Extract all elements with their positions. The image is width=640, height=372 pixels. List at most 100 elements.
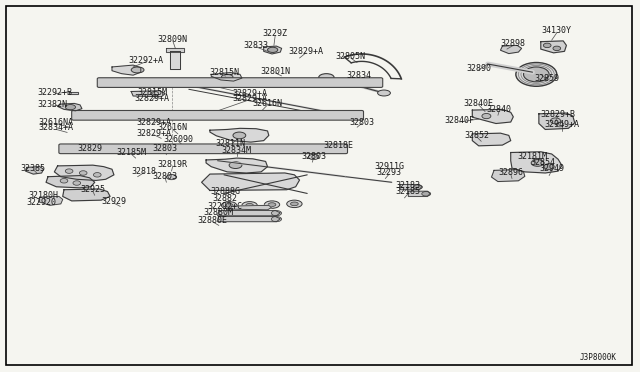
Text: 32829+A: 32829+A (136, 118, 171, 126)
Polygon shape (26, 167, 44, 174)
Text: 32805N: 32805N (336, 52, 365, 61)
Ellipse shape (65, 105, 76, 110)
Polygon shape (218, 211, 280, 216)
Ellipse shape (543, 43, 551, 48)
Text: 32803: 32803 (301, 152, 326, 161)
Ellipse shape (73, 181, 81, 185)
Text: 32840: 32840 (486, 105, 512, 114)
Polygon shape (206, 158, 268, 173)
Polygon shape (264, 46, 282, 54)
Text: 32882: 32882 (212, 194, 238, 203)
FancyBboxPatch shape (59, 144, 348, 154)
Text: 32829: 32829 (77, 144, 102, 153)
Ellipse shape (165, 80, 174, 85)
Ellipse shape (308, 154, 319, 160)
Ellipse shape (93, 173, 101, 177)
Polygon shape (54, 165, 114, 180)
Ellipse shape (65, 169, 73, 173)
Text: 32833: 32833 (243, 41, 269, 50)
Polygon shape (500, 45, 522, 54)
Text: 32809N: 32809N (158, 35, 188, 44)
Text: 32829+A: 32829+A (135, 94, 170, 103)
Polygon shape (408, 191, 430, 196)
FancyBboxPatch shape (72, 110, 364, 120)
Ellipse shape (291, 202, 298, 206)
Ellipse shape (178, 113, 187, 118)
Text: 32829+A: 32829+A (232, 89, 267, 97)
Text: 32815N: 32815N (209, 68, 239, 77)
Ellipse shape (268, 203, 276, 206)
Ellipse shape (152, 113, 161, 118)
Text: 32801N: 32801N (260, 67, 290, 76)
Text: 32880E: 32880E (198, 216, 227, 225)
Text: 32292+B: 32292+B (38, 88, 72, 97)
Ellipse shape (79, 171, 87, 175)
Ellipse shape (160, 147, 170, 152)
Text: 32180H: 32180H (29, 191, 58, 200)
Polygon shape (210, 128, 269, 142)
Text: 32834: 32834 (346, 71, 371, 80)
Polygon shape (58, 103, 82, 111)
Polygon shape (472, 109, 513, 124)
Text: 32815M: 32815M (138, 88, 167, 97)
Text: 32852: 32852 (464, 131, 490, 140)
Text: 32616NA: 32616NA (39, 118, 74, 126)
Polygon shape (166, 48, 184, 52)
Polygon shape (230, 205, 271, 210)
Ellipse shape (242, 202, 257, 209)
Text: 32911G: 32911G (374, 162, 404, 171)
Text: 32803: 32803 (349, 118, 374, 126)
Text: 32949: 32949 (539, 164, 564, 173)
Polygon shape (211, 73, 242, 81)
Ellipse shape (229, 162, 242, 169)
Text: 32803: 32803 (152, 172, 178, 181)
Polygon shape (69, 92, 78, 94)
Text: 32840E: 32840E (464, 99, 493, 108)
Ellipse shape (233, 132, 246, 139)
Text: 34130Y: 34130Y (542, 26, 572, 35)
Text: 32183: 32183 (396, 182, 421, 190)
Polygon shape (472, 133, 511, 146)
Text: 32925: 32925 (80, 185, 106, 194)
Ellipse shape (221, 74, 233, 80)
Polygon shape (38, 196, 63, 205)
Polygon shape (202, 173, 300, 190)
Polygon shape (218, 217, 280, 222)
Ellipse shape (413, 185, 422, 189)
Text: 32829+A: 32829+A (289, 47, 323, 56)
Text: 32829+A: 32829+A (232, 94, 267, 103)
Ellipse shape (248, 113, 258, 118)
Text: 32181M: 32181M (518, 153, 547, 161)
Ellipse shape (482, 113, 491, 119)
Ellipse shape (287, 200, 302, 208)
Ellipse shape (131, 67, 144, 73)
Ellipse shape (60, 179, 68, 183)
Ellipse shape (319, 74, 334, 81)
Polygon shape (541, 41, 566, 53)
Text: 32896: 32896 (498, 168, 524, 177)
Text: 32293: 32293 (376, 168, 402, 177)
Text: 32811N: 32811N (216, 139, 245, 148)
Polygon shape (492, 170, 525, 182)
Ellipse shape (268, 47, 278, 52)
Text: 32818E: 32818E (323, 141, 353, 150)
Text: 32840F: 32840F (445, 116, 474, 125)
Ellipse shape (190, 113, 200, 118)
Text: 32385: 32385 (20, 164, 46, 173)
Text: 32292+A: 32292+A (129, 56, 163, 65)
Ellipse shape (544, 164, 554, 170)
Ellipse shape (166, 174, 177, 180)
Ellipse shape (264, 201, 280, 208)
Text: 32185M: 32185M (116, 148, 146, 157)
Text: 32880M: 32880M (204, 208, 234, 217)
Text: 32382N: 32382N (38, 100, 67, 109)
Text: 32616N: 32616N (253, 99, 282, 108)
Text: 32819R: 32819R (158, 160, 188, 169)
Ellipse shape (191, 80, 200, 85)
Polygon shape (539, 113, 575, 129)
Text: 32803: 32803 (152, 144, 178, 153)
Polygon shape (112, 65, 141, 75)
Text: 32834M: 32834M (222, 146, 252, 155)
Text: 32834+A: 32834+A (39, 124, 74, 132)
Ellipse shape (221, 202, 237, 209)
